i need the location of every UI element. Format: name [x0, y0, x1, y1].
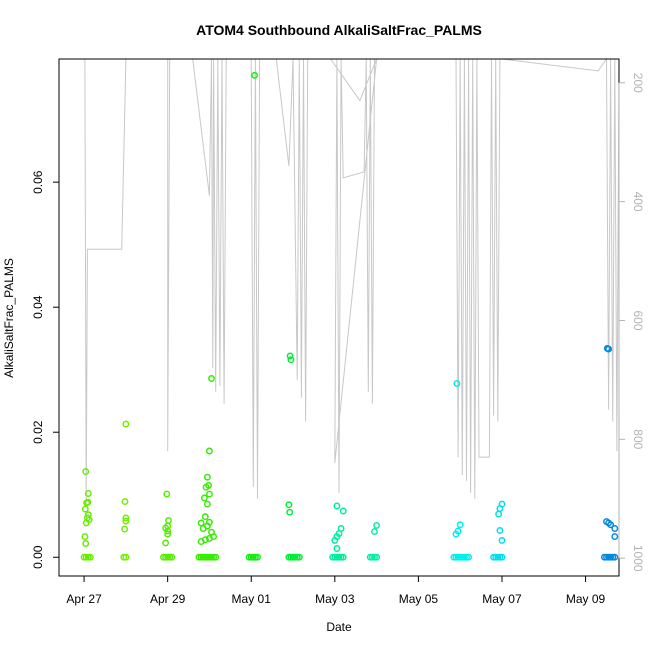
y2-tick-label: 600: [631, 310, 645, 330]
data-point: [603, 518, 610, 526]
data-point: [81, 533, 89, 541]
data-point: [496, 526, 504, 534]
x-tick-label: May 07: [482, 592, 522, 606]
data-point: [122, 514, 130, 522]
data-point: [86, 553, 94, 561]
y2-tick-label: 400: [631, 192, 645, 212]
x-tick-label: May 03: [315, 592, 355, 606]
data-point: [163, 490, 171, 498]
data-point: [162, 539, 170, 547]
data-point: [208, 528, 215, 536]
data-point: [82, 540, 90, 547]
chart-title: ATOM4 Southbound AlkaliSaltFrac_PALMS: [196, 22, 482, 38]
data-point: [454, 527, 462, 535]
data-point: [603, 344, 611, 352]
data-point: [212, 553, 220, 561]
data-point: [200, 494, 208, 502]
data-point: [495, 510, 503, 518]
data-point: [339, 507, 347, 515]
data-point: [201, 536, 209, 544]
data-point: [611, 525, 619, 532]
data-point: [165, 516, 172, 524]
data-point: [373, 553, 381, 561]
data-point: [337, 525, 345, 532]
data-point: [82, 468, 90, 476]
data-point: [205, 518, 213, 526]
data-point: [197, 519, 205, 527]
data-point: [84, 498, 92, 506]
data-point: [295, 553, 303, 561]
x-axis: Apr 27 Apr 29 May 01 May 03 May 05 May 07 May …: [66, 575, 606, 606]
data-point: [333, 545, 341, 552]
y-tick-label: 0.04: [31, 295, 45, 319]
data-point: [285, 501, 293, 509]
data-point: [371, 528, 378, 536]
data-point: [453, 380, 461, 387]
y2-tick-label: 800: [631, 429, 645, 449]
x-axis-label: Date: [326, 620, 352, 634]
y-axis: 0.00 0.02 0.04 0.06: [31, 170, 60, 569]
data-point: [168, 553, 176, 561]
data-point: [456, 521, 464, 529]
data-point: [465, 553, 473, 561]
y2-tick-label: 1000: [631, 545, 645, 572]
data-point: [205, 490, 213, 498]
data-point: [498, 500, 506, 508]
data-point: [286, 508, 294, 516]
x-tick-label: Apr 29: [150, 592, 186, 606]
data-point: [208, 375, 215, 382]
data-point: [287, 356, 295, 364]
data-points-layer: [80, 71, 619, 561]
data-point: [286, 352, 294, 360]
altitude-trace-layer: [84, 57, 620, 505]
data-point: [81, 505, 89, 513]
data-point: [121, 498, 129, 506]
data-point: [333, 502, 341, 510]
data-point: [611, 533, 619, 541]
data-point: [122, 553, 130, 561]
data-point: [373, 521, 381, 529]
y2-axis: 200 400 600 800 1000: [618, 73, 645, 572]
data-point: [122, 517, 130, 525]
data-point: [201, 513, 209, 521]
x-tick-label: May 01: [232, 592, 272, 606]
data-point: [254, 553, 261, 561]
y-tick-label: 0.06: [31, 170, 45, 194]
y-tick-label: 0.02: [31, 420, 45, 444]
altitude-trace-line: [84, 57, 620, 505]
data-point: [498, 536, 506, 544]
y-axis-label: AlkaliSaltFrac_PALMS: [2, 258, 16, 378]
data-point: [164, 530, 172, 538]
y2-tick-label: 200: [631, 73, 645, 93]
data-point: [611, 553, 619, 561]
data-point: [122, 420, 130, 428]
x-tick-label: May 05: [399, 592, 439, 606]
x-tick-label: Apr 27: [66, 592, 102, 606]
y-tick-label: 0.00: [31, 545, 45, 569]
data-point: [339, 553, 347, 561]
data-point: [498, 553, 506, 561]
data-point: [251, 71, 259, 79]
data-point: [84, 490, 92, 497]
plot-frame: [58, 58, 620, 577]
data-point: [203, 473, 211, 481]
x-tick-label: May 09: [566, 592, 606, 606]
data-point: [205, 481, 213, 489]
data-point: [205, 447, 213, 455]
data-point: [85, 516, 93, 524]
data-point: [121, 525, 129, 533]
data-point: [203, 500, 211, 508]
